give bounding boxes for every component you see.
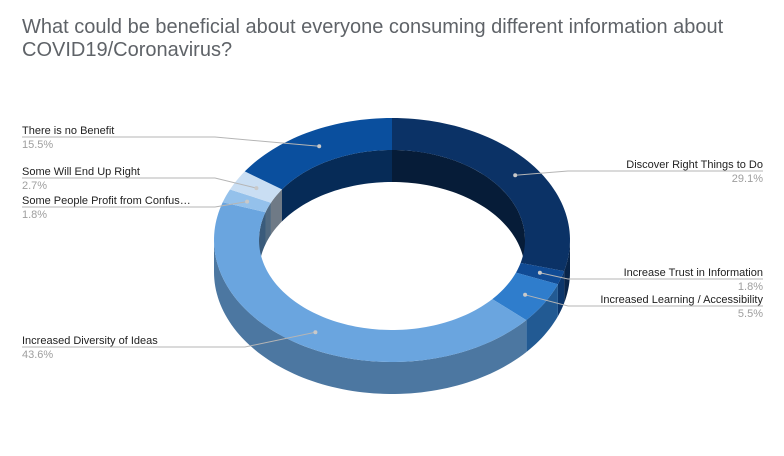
slice-label-value: 29.1% bbox=[732, 173, 763, 185]
slice-label-name: Discover Right Things to Do bbox=[626, 159, 763, 171]
slice-label-value: 2.7% bbox=[22, 180, 47, 192]
slice-label: Some Will End Up Right 2.7% bbox=[22, 166, 259, 192]
donut-sides bbox=[214, 150, 570, 394]
pie-slice bbox=[392, 118, 570, 272]
slice-label-name: Increased Learning / Accessibility bbox=[600, 294, 763, 306]
slice-label-name: Some Will End Up Right bbox=[22, 166, 140, 178]
pie-slice bbox=[214, 202, 527, 362]
slice-label-value: 15.5% bbox=[22, 139, 53, 151]
leader-line bbox=[515, 170, 763, 176]
slice-label-name: Increased Diversity of Ideas bbox=[22, 335, 158, 347]
slice-label-value: 43.6% bbox=[22, 349, 53, 361]
slice-label-name: Some People Profit from Confus… bbox=[22, 195, 191, 207]
leader-dot bbox=[313, 330, 318, 335]
slice-label: Some People Profit from Confus… 1.8% bbox=[22, 195, 250, 221]
leader-dot bbox=[317, 144, 322, 149]
slice-label: Increased Diversity of Ideas 43.6% bbox=[22, 330, 318, 361]
slice-label-name: Increase Trust in Information bbox=[624, 267, 763, 279]
slice-inner-wall bbox=[265, 202, 271, 245]
leader-dot bbox=[513, 173, 518, 178]
leader-line bbox=[22, 331, 316, 348]
slice-inner-wall bbox=[392, 150, 525, 272]
leader-line bbox=[22, 201, 248, 208]
slice-label: There is no Benefit 15.5% bbox=[22, 125, 322, 151]
slice-label: Increased Learning / Accessibility 5.5% bbox=[523, 292, 763, 320]
donut-labels: Discover Right Things to Do 29.1% Increase… bbox=[22, 125, 763, 361]
slice-outer-wall bbox=[214, 240, 527, 394]
slice-label-value: 5.5% bbox=[738, 308, 763, 320]
leader-dot bbox=[245, 199, 250, 204]
leader-dot bbox=[523, 292, 528, 297]
chart-title: What could be beneficial about everyone … bbox=[22, 16, 724, 61]
leader-line bbox=[22, 177, 257, 189]
leader-dot bbox=[254, 186, 259, 191]
slice-label: Increase Trust in Information 1.8% bbox=[537, 267, 763, 293]
slice-label: Discover Right Things to Do 29.1% bbox=[513, 159, 763, 185]
slice-label-value: 1.8% bbox=[22, 209, 47, 221]
leader-line bbox=[22, 136, 320, 147]
slice-inner-wall bbox=[282, 150, 392, 222]
slice-inner-wall bbox=[270, 189, 282, 235]
leader-line bbox=[539, 272, 763, 280]
pie-slice bbox=[244, 118, 392, 190]
slice-label-value: 1.8% bbox=[738, 281, 763, 293]
slice-outer-wall bbox=[564, 240, 570, 304]
leader-dot bbox=[537, 270, 542, 275]
slice-label-name: There is no Benefit bbox=[22, 125, 114, 137]
leader-line bbox=[524, 294, 763, 307]
